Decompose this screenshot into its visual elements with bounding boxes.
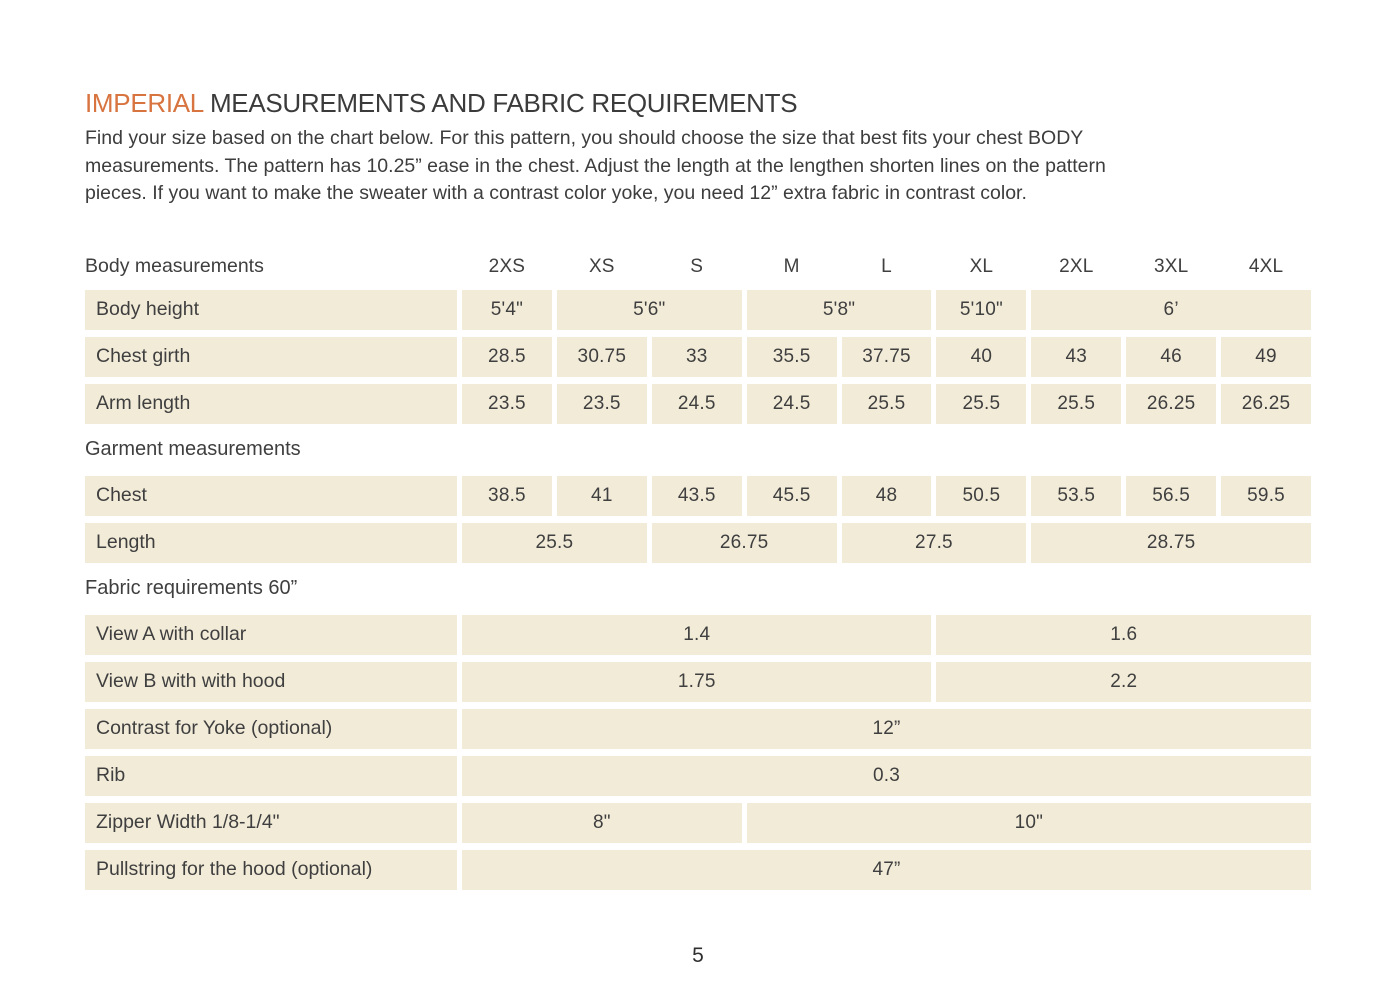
table-row: View B with with hood 1.75 2.2 <box>85 661 1311 702</box>
row-label: Length <box>85 522 457 563</box>
row-label: Chest <box>85 475 457 516</box>
value-cell: 33 <box>651 336 742 377</box>
title-accent: IMPERIAL <box>85 88 204 118</box>
value-cell: 5'10" <box>936 289 1027 330</box>
value-cell: 48 <box>841 475 932 516</box>
row-label: Arm length <box>85 383 457 424</box>
value-cell: 59.5 <box>1221 475 1311 516</box>
intro-paragraph: Find your size based on the chart below.… <box>85 125 1311 208</box>
table-row: Zipper Width 1/8-1/4" 8" 10" <box>85 802 1311 843</box>
value-cell: 0.3 <box>462 755 1311 796</box>
value-cell: 5'6" <box>556 289 742 330</box>
table-row: Body height 5'4" 5'6" 5'8" 5'10" 6’ <box>85 289 1311 330</box>
value-cell: 38.5 <box>462 475 552 516</box>
table-row: View A with collar 1.4 1.6 <box>85 614 1311 655</box>
table-row: Pullstring for the hood (optional) 47” <box>85 849 1311 890</box>
size-column-header: 2XL <box>1059 255 1094 277</box>
value-cell: 24.5 <box>651 383 742 424</box>
table-row: Body measurements 2XS XS S M L XL 2XL 3XL 4XL <box>85 252 1311 282</box>
value-cell: 49 <box>1221 336 1311 377</box>
size-column-header: L <box>881 255 892 277</box>
size-column-header: M <box>783 255 800 277</box>
value-cell: 25.5 <box>462 522 647 563</box>
value-cell: 56.5 <box>1126 475 1217 516</box>
value-cell: 26.25 <box>1126 383 1217 424</box>
row-label: View A with collar <box>85 614 457 655</box>
size-table: Body measurements 2XS XS S M L XL 2XL 3XL 4XL Body… <box>85 252 1311 890</box>
row-label: Body measurements <box>85 255 264 277</box>
table-row: Length 25.5 26.75 27.5 28.75 <box>85 522 1311 563</box>
value-cell: 43 <box>1031 336 1122 377</box>
value-cell: 43.5 <box>651 475 742 516</box>
section-label: Garment measurements <box>85 438 301 460</box>
value-cell: 1.75 <box>462 661 932 702</box>
page-title: IMPERIAL MEASUREMENTS AND FABRIC REQUIRE… <box>85 88 1311 118</box>
value-cell: 1.4 <box>462 614 932 655</box>
row-label: Body height <box>85 289 457 330</box>
section-label: Fabric requirements 60” <box>85 577 298 599</box>
value-cell: 23.5 <box>462 383 552 424</box>
value-cell: 24.5 <box>746 383 837 424</box>
value-cell: 53.5 <box>1031 475 1122 516</box>
value-cell: 47” <box>462 849 1311 890</box>
value-cell: 1.6 <box>936 614 1311 655</box>
table-row: Rib 0.3 <box>85 755 1311 796</box>
value-cell: 37.75 <box>841 336 932 377</box>
value-cell: 25.5 <box>1031 383 1122 424</box>
size-column-header: 3XL <box>1153 255 1189 277</box>
value-cell: 40 <box>936 336 1027 377</box>
table-row: Contrast for Yoke (optional) 12” <box>85 708 1311 749</box>
row-label: Contrast for Yoke (optional) <box>85 708 457 749</box>
page-content: IMPERIAL MEASUREMENTS AND FABRIC REQUIRE… <box>85 0 1311 897</box>
size-column-header: 2XS <box>488 255 526 277</box>
value-cell: 30.75 <box>556 336 647 377</box>
value-cell: 23.5 <box>556 383 647 424</box>
size-column-header: S <box>690 255 704 277</box>
row-label: Rib <box>85 755 457 796</box>
value-cell: 28.75 <box>1031 522 1311 563</box>
row-label: Chest girth <box>85 336 457 377</box>
value-cell: 25.5 <box>841 383 932 424</box>
row-label: Pullstring for the hood (optional) <box>85 849 457 890</box>
table-row: Arm length 23.5 23.5 24.5 24.5 25.5 25.5 25.5 26… <box>85 383 1311 424</box>
value-cell: 41 <box>556 475 647 516</box>
value-cell: 35.5 <box>746 336 837 377</box>
value-cell: 5'8" <box>746 289 932 330</box>
value-cell: 10" <box>746 802 1311 843</box>
value-cell: 50.5 <box>936 475 1027 516</box>
intro-line: pieces. If you want to make the sweater … <box>85 182 1027 204</box>
intro-line: Find your size based on the chart below.… <box>85 127 1084 149</box>
table-section-row: Fabric requirements 60” <box>85 570 1311 608</box>
value-cell: 2.2 <box>936 661 1311 702</box>
value-cell: 26.75 <box>651 522 837 563</box>
size-column-header: 4XL <box>1248 255 1284 277</box>
table-row: Chest 38.5 41 43.5 45.5 48 50.5 53.5 56.5 59.5 <box>85 475 1311 516</box>
value-cell: 46 <box>1126 336 1217 377</box>
value-cell: 25.5 <box>936 383 1027 424</box>
page-number: 5 <box>692 944 704 967</box>
size-column-header: XS <box>588 255 615 277</box>
value-cell: 27.5 <box>841 522 1027 563</box>
table-row: Chest girth 28.5 30.75 33 35.5 37.75 40 43 46 49 <box>85 336 1311 377</box>
value-cell: 45.5 <box>746 475 837 516</box>
value-cell: 28.5 <box>462 336 552 377</box>
value-cell: 5'4" <box>462 289 552 330</box>
value-cell: 8" <box>462 802 742 843</box>
intro-line: measurements. The pattern has 10.25” eas… <box>85 154 1106 177</box>
value-cell: 26.25 <box>1221 383 1311 424</box>
value-cell: 6’ <box>1031 289 1311 330</box>
row-label: View B with with hood <box>85 661 457 702</box>
row-label: Zipper Width 1/8-1/4" <box>85 802 457 843</box>
table-section-row: Garment measurements <box>85 431 1311 469</box>
title-text: MEASUREMENTS AND FABRIC REQUIREMENTS <box>209 88 798 118</box>
value-cell: 12” <box>462 708 1311 749</box>
size-column-header: XL <box>969 255 994 277</box>
